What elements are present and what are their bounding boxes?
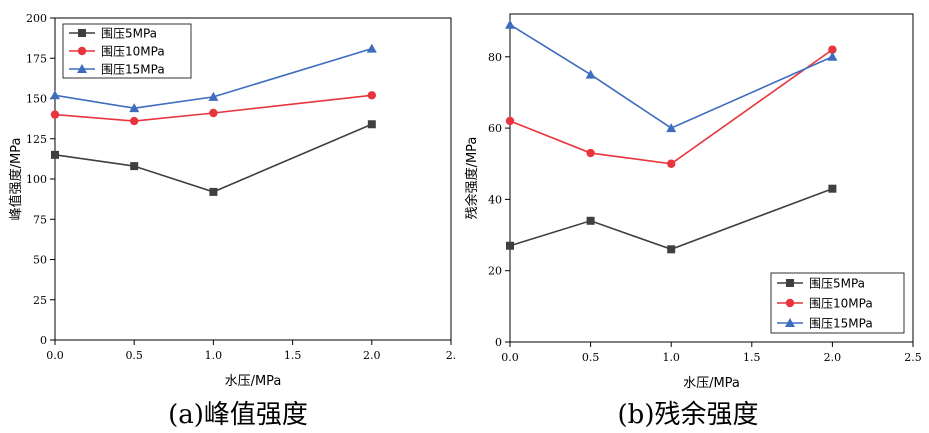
data-point (666, 123, 677, 133)
x-tick-label: 0.5 (125, 349, 143, 362)
y-tick-label: 80 (488, 51, 502, 64)
x-tick-label: 2.5 (904, 351, 922, 364)
series-2 (505, 45, 837, 168)
y-tick-label: 20 (488, 265, 502, 278)
data-point (506, 241, 514, 250)
y-tick-label: 200 (26, 12, 47, 25)
legend: 围压5MPa 围压10MPa 围压15MPa (770, 272, 905, 334)
legend-label: 围压15MPa (101, 63, 165, 77)
data-point (51, 150, 59, 159)
legend-label: 围压5MPa (101, 27, 157, 41)
legend-marker (785, 298, 795, 308)
series-1 (51, 120, 376, 196)
y-tick-label: 0 (40, 334, 47, 347)
x-tick-label: 0.0 (501, 351, 519, 364)
x-tick-label: 0.0 (46, 349, 64, 362)
series-3 (50, 43, 377, 113)
y-tick-label: 60 (488, 122, 502, 135)
x-tick-label: 1.0 (662, 351, 680, 364)
y-axis-title: 峰值强度/MPa (8, 138, 24, 221)
data-point (366, 43, 377, 53)
legend-label: 围压15MPa (809, 317, 873, 331)
legend-marker (78, 29, 86, 37)
data-point (367, 120, 376, 129)
x-tick-label: 1.5 (284, 349, 302, 362)
legend-marker (786, 279, 794, 287)
figure-caption: (b)残余强度 (618, 400, 759, 430)
y-axis-title: 残余强度/MPa (464, 137, 480, 220)
series-line (509, 187, 833, 251)
series-2 (50, 91, 376, 126)
data-point (586, 148, 595, 158)
x-tick-label: 1.0 (205, 349, 223, 362)
data-point (827, 51, 838, 61)
x-tick-label: 2. (446, 349, 457, 362)
series-line (54, 47, 373, 109)
data-point (667, 245, 676, 254)
data-point (50, 110, 60, 119)
data-point (130, 116, 139, 126)
series-1 (506, 184, 837, 254)
y-tick-label: 0 (495, 336, 502, 349)
data-point (505, 19, 515, 29)
series-3 (505, 19, 838, 133)
y-tick-label: 175 (26, 52, 47, 65)
chart-panel-1: 0.0 0.5 1.0 1.5 2.0 2.0255075100125150175200水… (8, 12, 456, 430)
data-point (828, 45, 837, 54)
legend-marker (785, 318, 795, 327)
series-line (54, 94, 372, 122)
data-point (505, 116, 515, 126)
series-line (54, 123, 373, 193)
series-line (509, 48, 833, 165)
legend-label: 围压10MPa (101, 45, 165, 59)
figure-caption: (a)峰值强度 (168, 400, 308, 430)
y-tick-label: 40 (488, 193, 502, 206)
y-tick-label: 100 (26, 173, 47, 186)
y-tick-label: 150 (26, 93, 47, 106)
data-point (585, 69, 596, 79)
legend-label: 围压10MPa (809, 297, 873, 311)
chart-panel-2: 0.0 0.5 1.0 1.5 2.0 2.5 0 20 40 60 80 水压/MPa 残余强度/MP… (464, 13, 922, 430)
data-point (209, 187, 218, 196)
data-point (367, 91, 376, 100)
x-tick-label: 2.0 (363, 349, 381, 362)
data-point (50, 90, 60, 100)
data-point (130, 162, 139, 171)
legend-marker (77, 64, 87, 73)
y-tick-label: 25 (33, 294, 47, 307)
data-point (586, 216, 595, 225)
data-point (208, 91, 219, 101)
x-tick-label: 1.5 (743, 351, 761, 364)
y-tick-label: 125 (26, 133, 47, 146)
y-tick-label: 50 (33, 254, 47, 267)
legend-label: 围压5MPa (809, 277, 865, 291)
data-point (828, 184, 837, 193)
legend-marker (77, 46, 87, 56)
x-tick-label: 0.5 (582, 351, 600, 364)
data-point (129, 103, 140, 113)
plot-frame (509, 13, 914, 343)
series-line (509, 24, 833, 129)
data-point (209, 108, 218, 118)
x-axis-title: 水压/MPa (683, 376, 740, 391)
x-tick-label: 2.0 (824, 351, 842, 364)
y-tick-label: 75 (33, 213, 47, 226)
legend: 围压5MPa 围压10MPa 围压15MPa (62, 23, 192, 79)
data-point (667, 159, 676, 168)
x-axis-title: 水压/MPa (225, 374, 282, 389)
